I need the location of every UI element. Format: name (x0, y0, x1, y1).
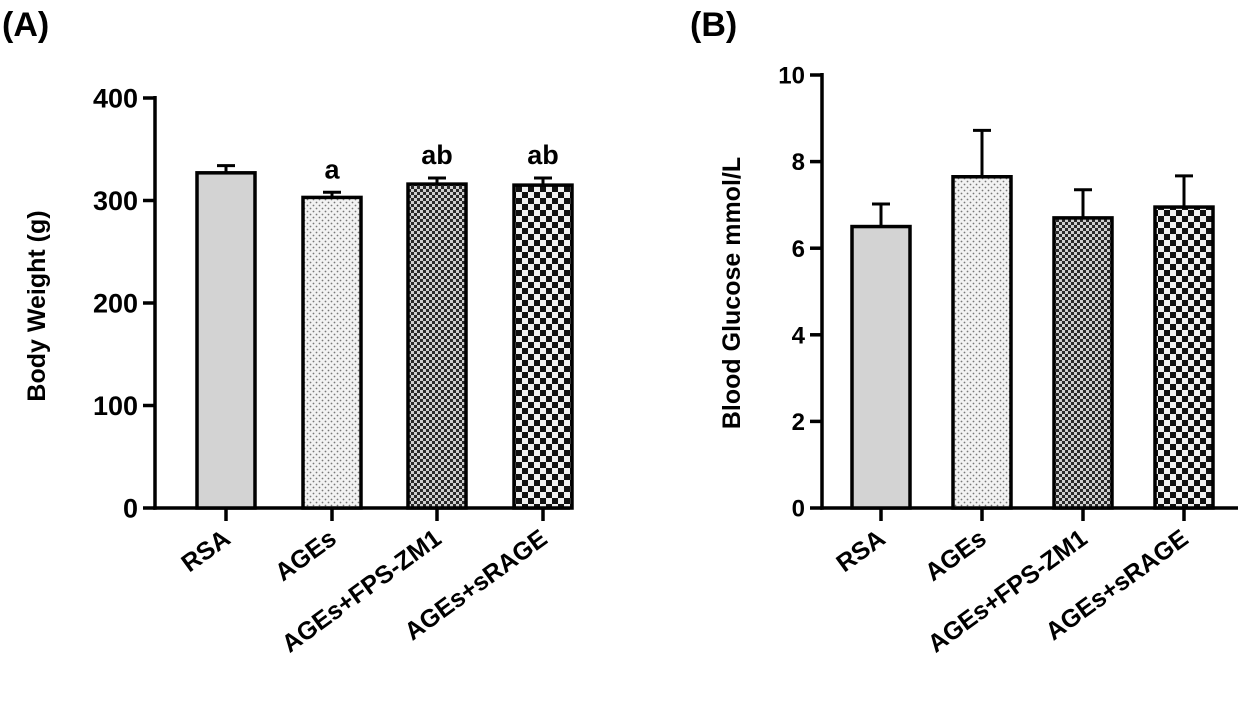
panel-a-annotation-2: a (324, 154, 340, 184)
panel-a-y-tick-label: 300 (93, 186, 138, 216)
panel-a-bar-1 (195, 171, 257, 510)
panel-a-category-label-2: AGEs (270, 524, 342, 587)
panel-a-label: (A) (2, 6, 49, 44)
panel-a-annotation-4: ab (527, 140, 559, 170)
panel-b-y-tick-label: 6 (792, 236, 805, 263)
panel-a-y-tick-label: 0 (123, 494, 138, 524)
panel-b-y-tick-label: 10 (778, 63, 805, 90)
panel-b-label: (B) (690, 6, 737, 44)
panel-a-y-tick-label: 100 (93, 391, 138, 421)
panel-a-y-tick-label: 400 (93, 84, 138, 114)
panel-b-y-tick-label: 4 (792, 322, 806, 349)
panel-a-y-tick-label: 200 (93, 289, 138, 319)
panel-a-bar-3 (406, 182, 468, 510)
panel-a-plot: 0100200300400RSAaAGEsabAGEs+FPS-ZM1abAGE… (93, 84, 574, 658)
panel-a-bar-4 (512, 183, 574, 510)
panel-a-annotation-3: ab (421, 140, 453, 170)
panel-a-bar-2 (301, 195, 363, 510)
panel-a: (A) Body Weight (g) 0 100 200 300 400 RSA a AGE… (2, 6, 574, 658)
panel-b-category-label-2: AGEs (920, 524, 992, 587)
panel-b-y-tick-label: 2 (792, 409, 805, 436)
panel-b-ylabel: Blood Glucose mmol/L (718, 157, 746, 429)
panel-b-y-tick-label: 0 (792, 496, 805, 523)
panel-a-ylabel: Body Weight (g) (23, 210, 51, 401)
panel-b-bar-3 (1052, 216, 1114, 510)
panel-b-bar-1 (850, 224, 912, 510)
panel-a-category-label-1: RSA (176, 524, 235, 578)
panel-b-bar-2 (951, 175, 1013, 510)
panel-b-y-tick-label: 8 (792, 149, 805, 176)
panel-b-bar-4 (1153, 205, 1215, 510)
panel-b-category-label-1: RSA (831, 524, 890, 578)
